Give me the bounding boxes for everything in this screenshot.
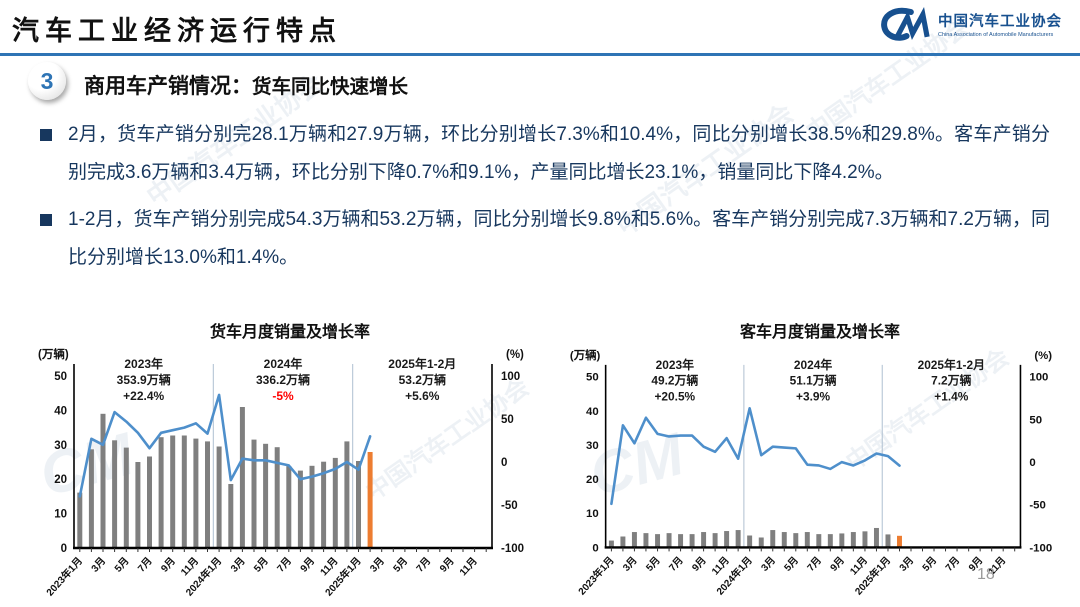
svg-text:-100: -100 — [501, 543, 524, 555]
svg-text:50: 50 — [501, 414, 514, 426]
bullet-marker-icon — [40, 129, 52, 141]
svg-text:0: 0 — [501, 457, 507, 469]
svg-text:-50: -50 — [501, 500, 518, 512]
header-divider — [0, 53, 1080, 56]
svg-text:40: 40 — [54, 405, 67, 417]
svg-text:5月: 5月 — [112, 555, 131, 575]
bullet-text: 2月，货车产销分别完28.1万辆和27.9万辆，环比分别增长7.3%和10.4%… — [68, 124, 1050, 183]
svg-text:2023年: 2023年 — [124, 356, 163, 371]
section-number-badge: 3 — [28, 62, 66, 100]
cam-logo-icon — [878, 6, 930, 47]
svg-text:5月: 5月 — [782, 554, 801, 573]
svg-text:49.2万辆: 49.2万辆 — [651, 374, 698, 388]
svg-text:2023年1月: 2023年1月 — [575, 554, 616, 598]
svg-text:3月: 3月 — [759, 554, 778, 573]
svg-text:9月: 9月 — [437, 555, 456, 575]
svg-text:2024年: 2024年 — [264, 356, 303, 371]
svg-text:+1.4%: +1.4% — [934, 390, 968, 404]
svg-text:53.2万辆: 53.2万辆 — [399, 372, 446, 387]
svg-text:30: 30 — [586, 440, 599, 452]
bullet-marker-icon — [40, 214, 52, 226]
cam-logo: 中国汽车工业协会 China Association of Automobile… — [878, 6, 1062, 47]
svg-text:(%): (%) — [506, 349, 524, 361]
bullet-text: 1-2月，货车产销分别完成54.3万辆和53.2万辆，同比分别增长9.8%和5.… — [68, 209, 1050, 268]
svg-text:20: 20 — [586, 474, 599, 486]
svg-text:+5.6%: +5.6% — [405, 389, 440, 403]
svg-text:100: 100 — [501, 371, 520, 383]
svg-text:5月: 5月 — [251, 555, 270, 575]
svg-text:50: 50 — [54, 371, 67, 383]
svg-text:-50: -50 — [1029, 500, 1046, 512]
section-heading: 商用车产销情况：货车同比快速增长 — [84, 70, 408, 100]
svg-text:7月: 7月 — [414, 555, 433, 575]
svg-text:5月: 5月 — [644, 554, 663, 573]
svg-text:(%): (%) — [1034, 350, 1052, 362]
svg-text:7月: 7月 — [667, 554, 686, 573]
svg-text:3月: 3月 — [89, 555, 108, 575]
svg-text:50: 50 — [1029, 414, 1042, 426]
svg-text:(万辆): (万辆) — [38, 347, 69, 361]
svg-text:7月: 7月 — [135, 555, 154, 575]
svg-text:10: 10 — [54, 509, 67, 521]
svg-text:2023年1月: 2023年1月 — [43, 554, 85, 598]
logo-org-name-cn: 中国汽车工业协会 — [938, 13, 1062, 30]
page-number: 18 — [977, 566, 995, 583]
svg-text:(万辆): (万辆) — [570, 348, 601, 362]
svg-text:2023年: 2023年 — [656, 358, 694, 372]
bullet-item: 1-2月，货车产销分别完成54.3万辆和53.2万辆，同比分别增长9.8%和5.… — [38, 201, 1050, 277]
svg-text:51.1万辆: 51.1万辆 — [790, 374, 837, 388]
svg-text:40: 40 — [586, 406, 599, 418]
svg-text:9月: 9月 — [828, 554, 847, 573]
svg-text:0: 0 — [1029, 457, 1035, 469]
svg-text:5月: 5月 — [391, 555, 410, 575]
svg-text:7月: 7月 — [943, 554, 962, 573]
section-subtitle: 货车同比快速增长 — [252, 76, 409, 98]
svg-text:7.2万辆: 7.2万辆 — [931, 374, 971, 388]
svg-text:0: 0 — [592, 542, 598, 554]
svg-text:+20.5%: +20.5% — [654, 390, 695, 404]
bullet-item: 2月，货车产销分别完28.1万辆和27.9万辆，环比分别增长7.3%和10.4%… — [38, 116, 1050, 192]
svg-text:7月: 7月 — [805, 554, 824, 573]
svg-text:9月: 9月 — [690, 554, 709, 573]
svg-text:353.9万辆: 353.9万辆 — [117, 372, 171, 387]
svg-text:2024年: 2024年 — [794, 358, 832, 372]
svg-text:9月: 9月 — [159, 555, 178, 575]
svg-text:3月: 3月 — [228, 555, 247, 575]
svg-text:10: 10 — [586, 508, 599, 520]
svg-text:30: 30 — [54, 440, 67, 452]
svg-text:3月: 3月 — [897, 554, 916, 573]
svg-text:20: 20 — [54, 474, 67, 486]
page-title: 汽车工业经济运行特点 — [12, 16, 342, 46]
svg-text:0: 0 — [61, 543, 67, 555]
section-title: 商用车产销情况： — [84, 75, 252, 98]
svg-text:5月: 5月 — [920, 554, 939, 573]
truck-monthly-sales-chart: 货车月度销量及增长率 (万辆) (%) 0 10 20 30 40 50 -100 -50 0 50 1… — [28, 318, 552, 607]
svg-text:-100: -100 — [1029, 542, 1052, 554]
svg-text:3月: 3月 — [368, 555, 387, 575]
bus-chart-title: 客车月度销量及增长率 — [739, 324, 900, 341]
svg-text:50: 50 — [586, 372, 599, 384]
bus-monthly-sales-chart: 客车月度销量及增长率 (万辆) (%) 0 10 20 30 40 50 -100 -50 0 50 1… — [560, 318, 1080, 607]
svg-text:11月: 11月 — [457, 555, 480, 578]
svg-text:2025年1-2月: 2025年1-2月 — [388, 356, 456, 371]
truck-chart-title: 货车月度销量及增长率 — [209, 324, 370, 341]
section-number: 3 — [40, 67, 54, 94]
svg-text:+3.9%: +3.9% — [796, 390, 830, 404]
svg-text:7月: 7月 — [275, 555, 294, 575]
svg-text:-5%: -5% — [272, 389, 294, 403]
svg-text:2025年1-2月: 2025年1-2月 — [918, 358, 985, 372]
bus-chart-plot: (万辆) (%) 0 10 20 30 40 50 -100 -50 0 50 100 2023年 49.2… — [570, 348, 1052, 598]
truck-chart-plot: (万辆) (%) 0 10 20 30 40 50 -100 -50 0 50 100 2023年353.… — [38, 347, 524, 599]
svg-text:9月: 9月 — [298, 555, 317, 575]
logo-org-name-en: China Association of Automobile Manufact… — [938, 32, 1054, 39]
svg-text:3月: 3月 — [620, 554, 639, 573]
svg-text:+22.4%: +22.4% — [123, 389, 164, 403]
svg-text:336.2万辆: 336.2万辆 — [256, 372, 310, 387]
charts-row: 货车月度销量及增长率 (万辆) (%) 0 10 20 30 40 50 -100 -50 0 50 1… — [0, 318, 1080, 607]
svg-text:100: 100 — [1029, 372, 1048, 384]
bullet-list: 2月，货车产销分别完28.1万辆和27.9万辆，环比分别增长7.3%和10.4%… — [38, 116, 1050, 286]
